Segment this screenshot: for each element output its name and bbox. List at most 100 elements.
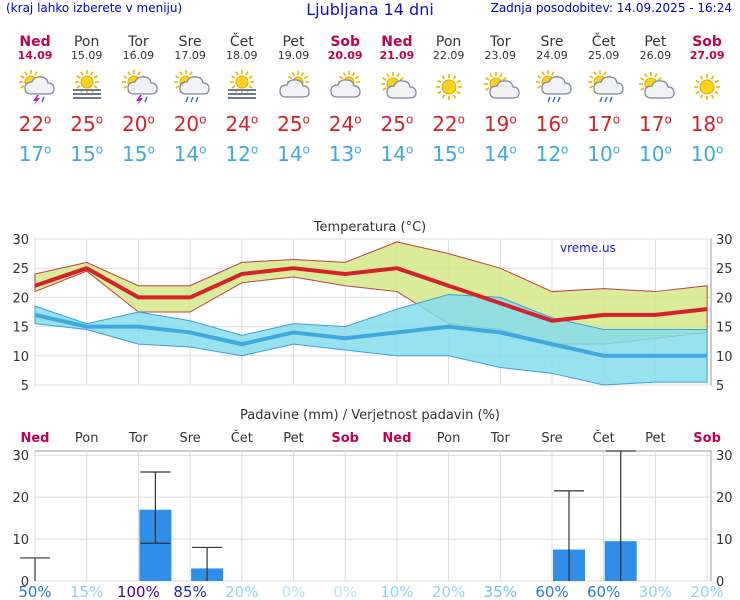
y-tick-right: 10 [716, 350, 733, 365]
day-name: Tor [490, 34, 511, 50]
day-date: 24.09 [536, 49, 568, 62]
day-date: 23.09 [484, 49, 517, 62]
min-temperature: 14o [483, 142, 517, 166]
max-temperature: 22o [432, 112, 465, 136]
day-label: Pet [645, 431, 665, 446]
y-tick-left: 5 [21, 379, 29, 390]
max-temperature: 24o [328, 112, 362, 136]
day-date: 14.09 [17, 49, 53, 62]
day-name: Čet [229, 34, 254, 50]
probability-label: 35% [484, 583, 517, 600]
y-tick-right: 30 [716, 233, 733, 248]
probability-label: 100% [117, 583, 160, 600]
sun-cloud-icon [629, 70, 681, 106]
day-date: 27.09 [689, 49, 725, 62]
day-date: 25.09 [587, 49, 620, 62]
day-date: 18.09 [226, 49, 258, 62]
cloud-icon [268, 70, 320, 106]
y-tick-right: 15 [716, 321, 733, 336]
sun-icon [681, 70, 733, 106]
probability-label: 60% [587, 583, 620, 600]
page-title: Ljubljana 14 dni [306, 0, 434, 19]
day-name: Tor [128, 34, 149, 50]
day-name: Čet [591, 34, 616, 50]
forecast-day: Ned 14.09 [9, 34, 61, 62]
y-tick-left: 20 [12, 491, 29, 506]
day-label: Tor [490, 431, 511, 446]
y-tick-left: 10 [12, 350, 29, 365]
min-temperature: 13o [328, 142, 362, 166]
forecast-day: Sre 17.09 [164, 34, 216, 62]
sun-rain-storm-icon [112, 70, 164, 106]
y-tick-right: 0 [716, 575, 724, 590]
y-tick-right: 20 [716, 291, 733, 306]
probability-label: 50% [18, 583, 51, 600]
probability-label: 10% [380, 583, 413, 600]
sun-cloud-icon [371, 70, 423, 106]
max-temperature: 18o [690, 112, 724, 136]
day-label: Ned [20, 431, 49, 446]
max-temperature: 22o [18, 112, 52, 136]
chart-title: Temperatura (°C) [313, 220, 426, 235]
min-temperature: 12o [535, 142, 569, 166]
temperature-chart: 5 5 10 10 15 15 20 20 25 25 30 30 Temperatura (°C) vr… [12, 220, 733, 390]
day-name: Sre [178, 34, 202, 50]
day-label: Sre [541, 431, 562, 446]
forecast-day: Tor 23.09 [474, 34, 526, 62]
min-temperature: 15o [70, 142, 104, 166]
day-name: Pon [435, 34, 462, 50]
forecast-day: Pon 22.09 [423, 34, 475, 62]
max-temperature-line [34, 266, 708, 323]
min-temperature-line [34, 312, 708, 358]
min-temperature: 14o [173, 142, 207, 166]
last-updated: Zadnja posodobitev: 14.09.2025 - 16:24 [490, 1, 732, 15]
min-temperature: 14o [380, 142, 414, 166]
sun-cloud-icon [474, 70, 526, 106]
forecast-day: Pon 15.09 [61, 34, 113, 62]
probability-label: 0% [282, 583, 306, 600]
day-date: 17.09 [174, 49, 206, 62]
max-temperature: 17o [587, 112, 621, 136]
max-temperature: 25o [70, 112, 104, 136]
probability-label: 15% [70, 583, 103, 600]
probability-label: 85% [173, 583, 206, 600]
day-date: 20.09 [327, 49, 363, 62]
forecast-day: Pet 26.09 [629, 34, 681, 62]
y-tick-left: 10 [12, 533, 29, 548]
sun-fog-icon [61, 70, 113, 106]
forecast-day: Čet 18.09 [216, 34, 268, 62]
day-label: Čet [231, 430, 253, 446]
y-tick-right: 10 [716, 533, 733, 548]
precipitation-chart: Padavine (mm) / Verjetnost padavin (%) Ne… [12, 408, 733, 600]
y-tick-left: 25 [12, 262, 29, 277]
min-temperature: 17o [18, 142, 52, 166]
forecast-day: Tor 16.09 [112, 34, 164, 62]
day-name: Pet [644, 34, 667, 50]
min-temperature: 10o [638, 142, 672, 166]
cloud-icon [319, 70, 371, 106]
day-label: Pon [75, 431, 99, 446]
day-name: Sre [540, 34, 564, 50]
forecast-day: Ned 21.09 [371, 34, 423, 62]
chart-title: Padavine (mm) / Verjetnost padavin (%) [240, 408, 500, 423]
forecast-day: Čet 25.09 [578, 34, 630, 62]
forecast-day: Sob 20.09 [319, 34, 371, 62]
day-date: 21.09 [379, 49, 415, 62]
forecast-day: Pet 19.09 [268, 34, 320, 62]
max-temperature: 24o [225, 112, 259, 136]
day-date: 26.09 [639, 49, 672, 62]
day-label: Sob [331, 431, 359, 446]
max-temperature: 25o [277, 112, 310, 136]
min-temperature: 14o [277, 142, 310, 166]
y-tick-left: 20 [12, 291, 29, 306]
min-temperature: 15o [121, 142, 155, 166]
min-temperature: 10o [690, 142, 724, 166]
day-date: 22.09 [432, 49, 465, 62]
min-temperature: 15o [432, 142, 465, 166]
y-tick-right: 25 [716, 262, 733, 277]
sun-cloud-rain-icon [578, 70, 630, 106]
max-temperature: 19o [483, 112, 517, 136]
day-label: Sob [693, 431, 721, 446]
y-tick-right: 5 [716, 379, 724, 390]
probability-label: 0% [333, 583, 357, 600]
